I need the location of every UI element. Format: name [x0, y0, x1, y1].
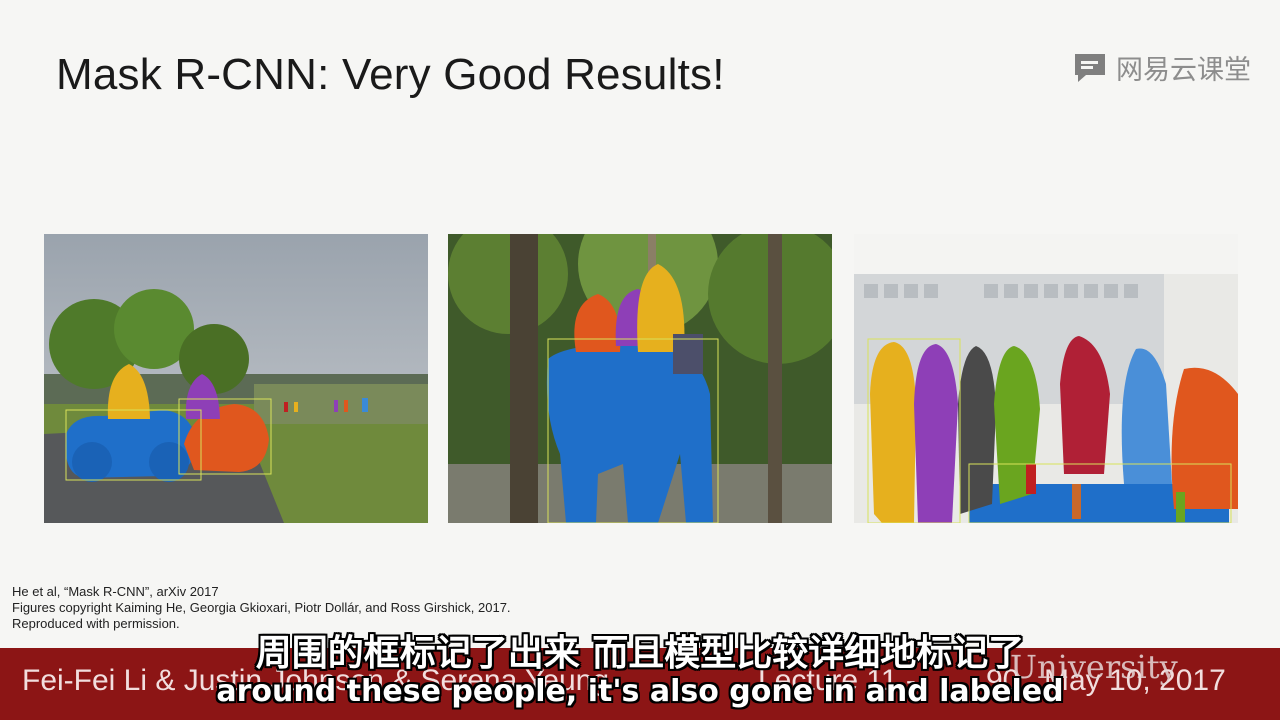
footer-authors: Fei-Fei Li & Justin Johnson & Serena Yeu…	[22, 664, 610, 697]
netease-watermark: 网易云课堂	[1072, 48, 1251, 87]
example-image-room	[854, 234, 1238, 523]
chat-bubble-icon	[1075, 53, 1105, 82]
footer-page-number: 90	[986, 664, 1020, 697]
subtitle-chinese: 周围的框标记了出来 而且模型比较详细地标记了	[255, 633, 1025, 674]
footer-date: May 10, 2017	[1044, 664, 1226, 697]
example-image-elephant	[448, 234, 832, 523]
slide-title: Mask R-CNN: Very Good Results!	[56, 50, 725, 99]
example-image-motorcycles	[44, 234, 428, 523]
footer-bar	[0, 648, 1280, 720]
citation-line: He et al, “Mask R-CNN”, arXiv 2017	[12, 584, 219, 599]
subtitle-english: around these people, it's also gone in a…	[216, 674, 1064, 709]
university-watermark: University	[1010, 648, 1178, 686]
watermark-text: 网易云课堂	[1116, 55, 1251, 86]
citation: He et al, “Mask R-CNN”, arXiv 2017 Figur…	[12, 584, 511, 632]
citation-line: Reproduced with permission.	[12, 616, 180, 631]
footer-lecture: Lecture 11 -	[758, 664, 916, 697]
citation-line: Figures copyright Kaiming He, Georgia Gk…	[12, 600, 511, 615]
